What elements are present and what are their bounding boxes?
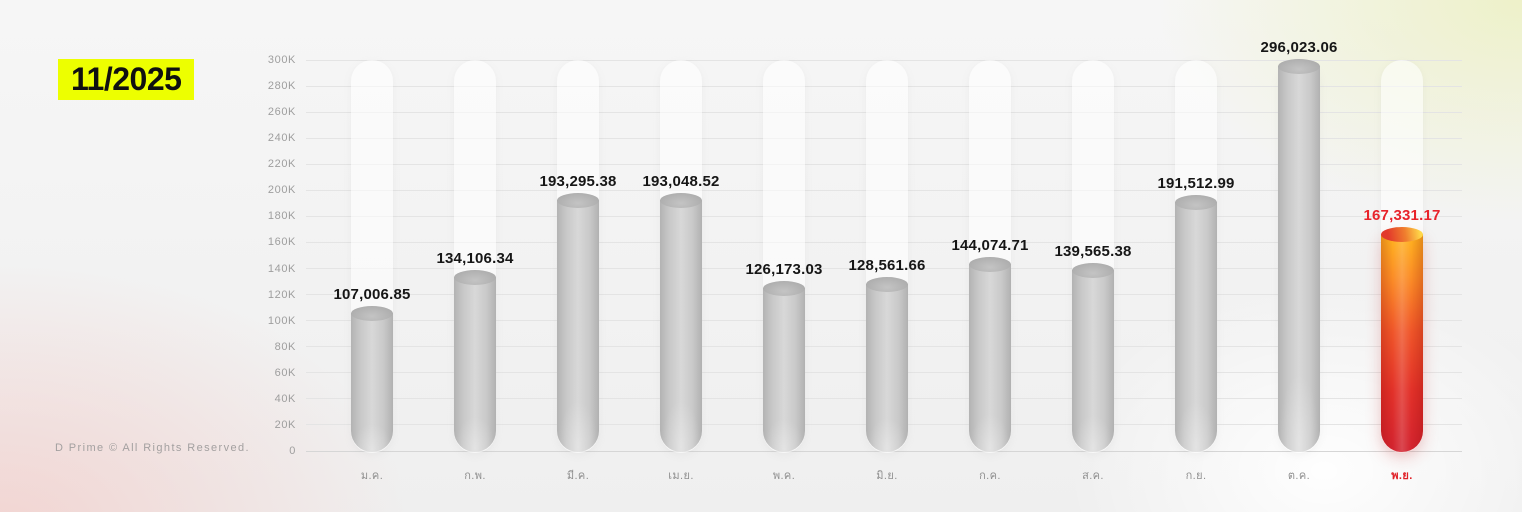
x-axis-month-label: ก.ย. xyxy=(1185,470,1207,482)
y-axis-tick-label: 160K xyxy=(267,236,296,249)
bar-top-ellipse xyxy=(1072,263,1114,279)
copyright-text: D Prime © All Rights Reserved. xyxy=(55,442,250,454)
bar xyxy=(1278,59,1320,452)
bar-value-label: 139,565.38 xyxy=(1054,243,1132,261)
bar xyxy=(454,270,496,452)
x-axis-month-label: ส.ค. xyxy=(1082,470,1104,482)
bar xyxy=(660,193,702,452)
x-axis-month-label: พ.ย. xyxy=(1391,470,1413,482)
y-axis-tick-label: 80K xyxy=(274,340,296,353)
x-axis-month-label: ม.ค. xyxy=(360,470,384,482)
bar-top-ellipse xyxy=(763,280,805,296)
bar-value-label: 107,006.85 xyxy=(333,285,411,303)
y-axis-tick-label: 260K xyxy=(267,106,296,119)
y-axis-tick-label: 60K xyxy=(274,366,296,379)
bar-value-label: 134,106.34 xyxy=(436,250,514,268)
y-axis-tick-label: 220K xyxy=(267,158,296,171)
y-axis-tick-label: 240K xyxy=(267,132,296,145)
bar-value-label: 167,331.17 xyxy=(1363,206,1441,224)
bar-top-ellipse xyxy=(557,193,599,209)
bar-top-ellipse xyxy=(866,277,908,293)
x-axis-month-label: ก.ค. xyxy=(979,470,1001,482)
x-axis-month-label: เม.ย. xyxy=(668,470,694,482)
period-badge: 11/2025 xyxy=(58,59,195,100)
bar-value-label: 296,023.06 xyxy=(1260,39,1338,57)
bar-top-ellipse xyxy=(454,270,496,286)
bar-chart-plot-area: 107,006.85 ม.ค. 134,106.34 ก.พ. 193,295.38 มี… xyxy=(306,39,1462,482)
bar-value-label: 126,173.03 xyxy=(745,260,823,278)
bar-value-label: 128,561.66 xyxy=(848,257,926,275)
bar-value-label: 193,295.38 xyxy=(539,173,617,191)
y-axis-tick-label: 100K xyxy=(267,314,296,327)
y-axis-tick-label: 20K xyxy=(274,418,296,431)
bar-value-label: 144,074.71 xyxy=(951,237,1029,255)
y-axis-tick-label: 200K xyxy=(267,184,296,197)
bar xyxy=(1072,263,1114,452)
y-axis-tick-label: 140K xyxy=(267,262,296,275)
y-axis-tick-label: 0 xyxy=(289,445,296,457)
x-axis-month-label: มิ.ย. xyxy=(876,470,898,482)
bar xyxy=(351,305,393,452)
bar xyxy=(866,277,908,452)
bar-top-ellipse xyxy=(1381,226,1423,242)
bar-top-ellipse xyxy=(351,305,393,321)
bar-top-ellipse xyxy=(660,193,702,209)
y-axis-tick-label: 300K xyxy=(267,54,296,66)
bar-top-ellipse xyxy=(1175,195,1217,211)
bar-value-label: 193,048.52 xyxy=(642,173,720,191)
bar-top-ellipse xyxy=(1278,59,1320,75)
y-axis: 0 20K 40K 60K 80K 100K 120K 140K 160K 180K 200K 220… xyxy=(0,54,296,457)
x-axis-month-label: ต.ค. xyxy=(1287,470,1311,482)
bar-value-label: 191,512.99 xyxy=(1157,175,1235,193)
bar xyxy=(1175,195,1217,452)
bar xyxy=(969,257,1011,452)
bar xyxy=(763,280,805,452)
x-axis-month-label: ก.พ. xyxy=(464,470,486,482)
y-axis-tick-label: 40K xyxy=(274,392,296,405)
bar-highlight xyxy=(1381,226,1423,452)
x-axis-month-label: พ.ค. xyxy=(772,470,796,482)
bar-top-ellipse xyxy=(969,257,1011,273)
y-axis-tick-label: 180K xyxy=(267,210,296,223)
bar xyxy=(557,193,599,452)
y-axis-tick-label: 120K xyxy=(267,288,296,301)
y-axis-tick-label: 280K xyxy=(267,80,296,93)
x-axis-month-label: มี.ค. xyxy=(566,470,590,482)
